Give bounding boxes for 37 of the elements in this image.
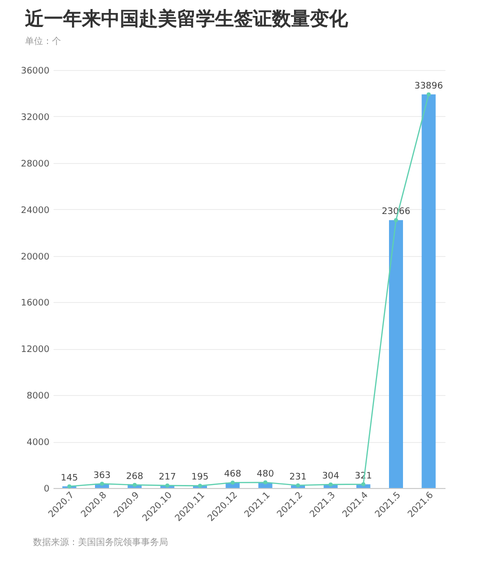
data-label: 195 [191,472,209,483]
y-tick-label: 8000 [26,392,50,402]
data-label: 363 [93,470,111,481]
y-tick-label: 24000 [20,206,50,216]
chart-subtitle: 单位：个 [25,36,61,47]
point [165,483,170,488]
data-label: 480 [256,469,274,480]
data-label: 268 [126,472,144,482]
y-tick-label: 36000 [20,66,50,76]
y-tick-label: 32000 [20,112,50,123]
point [132,482,137,487]
data-label: 468 [224,470,242,480]
y-tick-label: 16000 [20,298,50,309]
point [328,482,333,486]
data-label: 33896 [414,81,444,92]
point [296,483,300,488]
chart-title: 近一年来中国赴美留学生签证数量变化 [24,8,349,30]
point [263,480,268,484]
y-tick-label: 28000 [20,159,50,170]
bar [422,94,436,488]
data-label: 231 [289,472,307,482]
data-label: 304 [322,471,340,482]
y-tick-label: 20000 [20,252,50,262]
y-tick-label: 4000 [26,438,50,448]
point [361,482,366,486]
point [394,218,398,222]
data-label: 145 [60,473,78,484]
data-label: 217 [158,472,176,482]
source-note: 数据来源：美国国务院领事事务局 [33,536,168,549]
y-tick-label: 12000 [20,345,50,356]
y-tick-label: 0 [44,484,50,494]
point [67,484,72,488]
point [198,484,202,488]
point [100,482,104,486]
point [230,480,235,485]
bar [389,220,403,488]
point [426,92,431,96]
